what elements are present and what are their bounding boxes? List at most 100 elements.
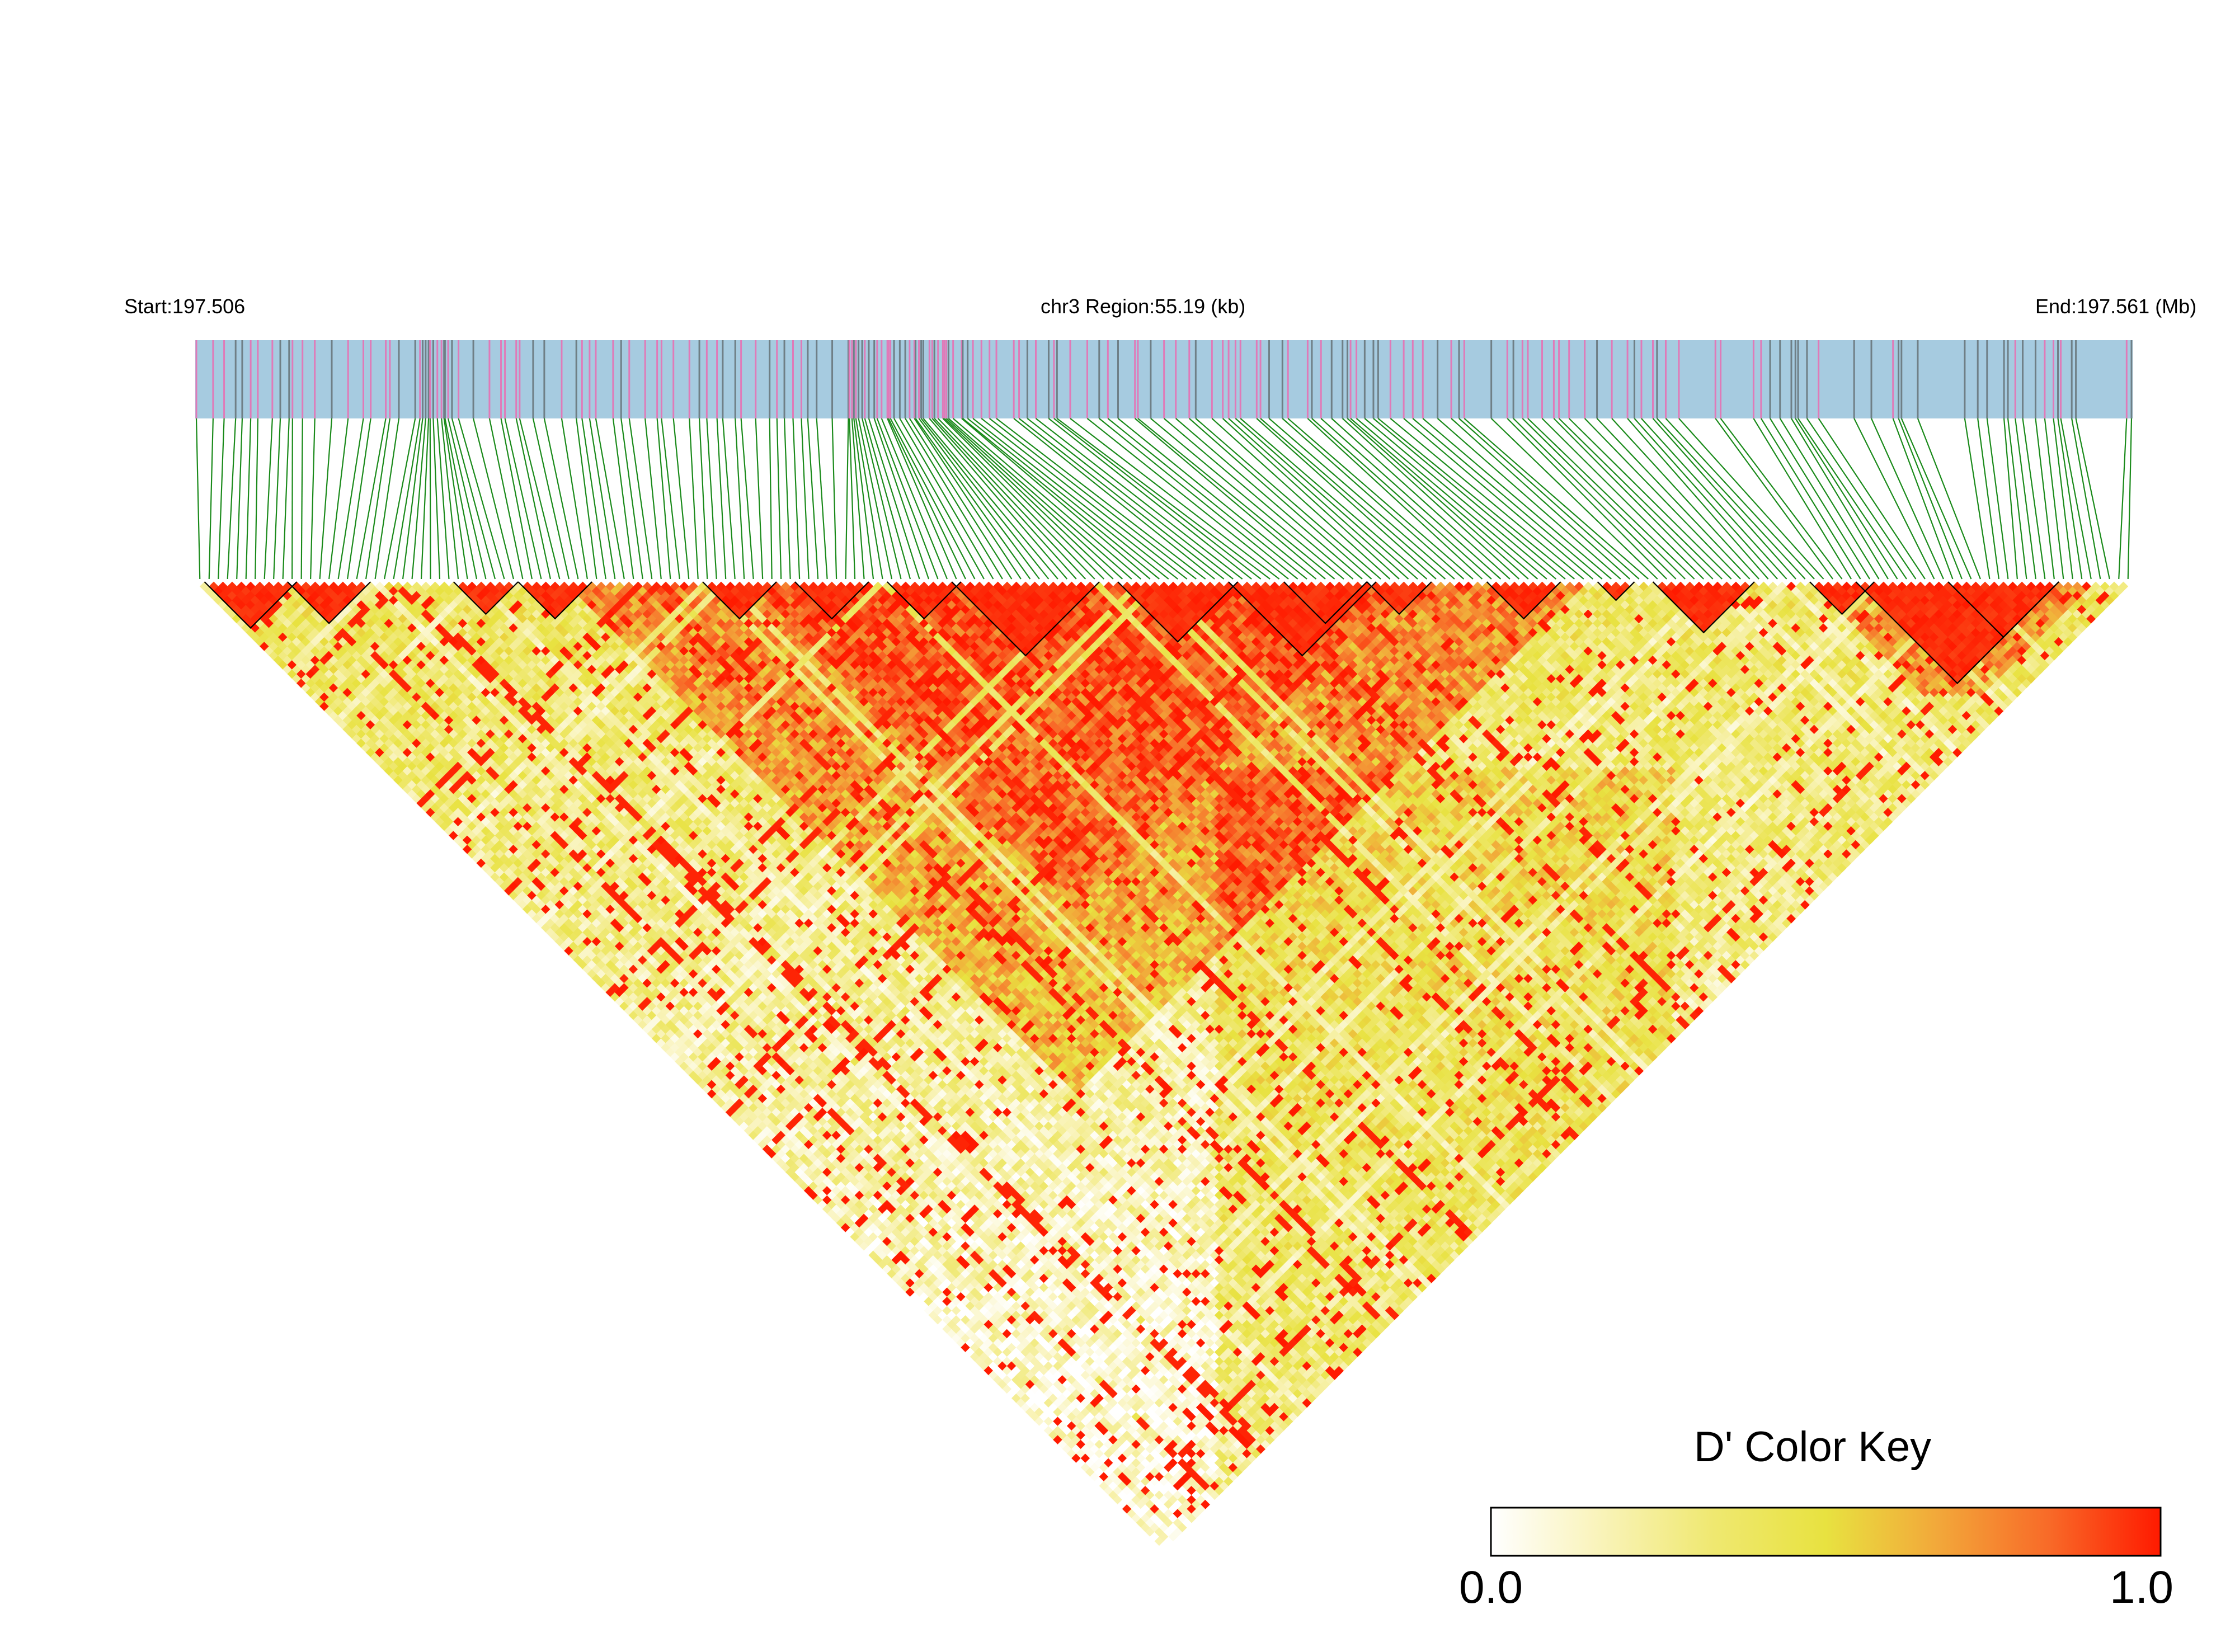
connector-line [1107, 418, 1307, 580]
connector-line [1568, 418, 1732, 580]
connector-line [628, 418, 653, 580]
connector-line [1770, 418, 1870, 580]
connector-line [853, 418, 874, 580]
connector-line [1347, 418, 1529, 580]
connector-line [411, 418, 426, 580]
connector-line [706, 418, 717, 580]
connector-line [1652, 418, 1796, 580]
connector-line [1018, 418, 1225, 580]
connector-line [1189, 418, 1372, 580]
connector-line [845, 418, 849, 580]
connector-line [1403, 418, 1594, 580]
connector-line [740, 418, 754, 580]
connector-line [1795, 418, 1898, 580]
connector-line [1720, 418, 1843, 580]
connector-line [934, 418, 1086, 580]
connector-line [1350, 418, 1538, 580]
connector-line [920, 418, 1050, 580]
connector-line [595, 418, 625, 580]
connector-line [1611, 418, 1759, 580]
connector-line [420, 418, 430, 580]
connector-line [929, 418, 1068, 580]
connector-line [881, 418, 948, 580]
connector-line [337, 418, 364, 580]
connector-line [1240, 418, 1428, 580]
connector-line [1163, 418, 1354, 580]
connector-line [2071, 418, 2101, 580]
connector-line [576, 418, 597, 580]
connector-line [402, 418, 424, 580]
connector-line [1222, 418, 1400, 580]
connector-line [1779, 418, 1880, 580]
connector-line [1282, 418, 1465, 580]
connector-line [996, 418, 1206, 580]
connector-line [967, 418, 1169, 580]
connector-line [1195, 418, 1381, 580]
connector-line [948, 418, 1132, 580]
connector-line [561, 418, 588, 580]
connector-line [914, 418, 1022, 580]
connector-line [543, 418, 579, 580]
connector-line [672, 418, 690, 580]
connector-line [448, 418, 487, 580]
connector-line [245, 418, 252, 580]
connector-line [656, 418, 671, 580]
connector-line [227, 418, 237, 580]
connector-line [1027, 418, 1234, 580]
connector-line [1311, 418, 1492, 580]
connector-line [931, 418, 1077, 580]
connector-line [2060, 418, 2092, 580]
connector-line [1986, 418, 2009, 580]
connector-line [356, 418, 387, 580]
connector-line [436, 418, 450, 580]
connector-line [1377, 418, 1575, 580]
connector-line [473, 418, 514, 580]
region-title: chr3 Region:55.19 (kb) [1041, 295, 1245, 318]
connector-line [1307, 418, 1483, 580]
connector-line [1287, 418, 1474, 580]
connector-line [1853, 418, 1935, 580]
connector-line [1150, 418, 1344, 580]
connector-line [1806, 418, 1917, 580]
connector-line [458, 418, 505, 580]
connector-line [989, 418, 1197, 580]
connector-line [807, 418, 819, 580]
connector-line [792, 418, 801, 580]
connector-line [328, 418, 349, 580]
connector-line [347, 418, 371, 580]
connector-line [1373, 418, 1566, 580]
connector-line [961, 418, 1151, 580]
connector-line [515, 418, 551, 580]
connector-line [1048, 418, 1252, 580]
connector-line [1753, 418, 1852, 580]
connector-line [310, 418, 316, 580]
connector-line [873, 418, 930, 580]
connector-line [441, 418, 459, 580]
connector-line [923, 418, 1058, 580]
connector-line [1331, 418, 1511, 580]
connector-line [2022, 418, 2046, 580]
connector-line [1507, 418, 1668, 580]
ld-heatmap-cells [199, 581, 2129, 1551]
connector-line [776, 418, 782, 580]
connector-line [2044, 418, 2064, 580]
connector-line [589, 418, 616, 580]
connector-line [962, 418, 1160, 580]
connector-line [504, 418, 542, 580]
connector-line [1070, 418, 1280, 580]
connector-line [661, 418, 680, 580]
connector-line [893, 418, 985, 580]
connector-line [1760, 418, 1861, 580]
connector-line [264, 418, 273, 580]
connector-line [1228, 418, 1409, 580]
connector-line [365, 418, 390, 580]
connector-line [532, 418, 570, 580]
connector-line [858, 418, 893, 580]
connector-line [722, 418, 736, 580]
connector-line [195, 418, 201, 580]
connector-line [1871, 418, 1944, 580]
connector-line [1013, 418, 1215, 580]
connector-line [1320, 418, 1502, 580]
connector-line [383, 418, 416, 580]
connector-line [444, 418, 478, 580]
